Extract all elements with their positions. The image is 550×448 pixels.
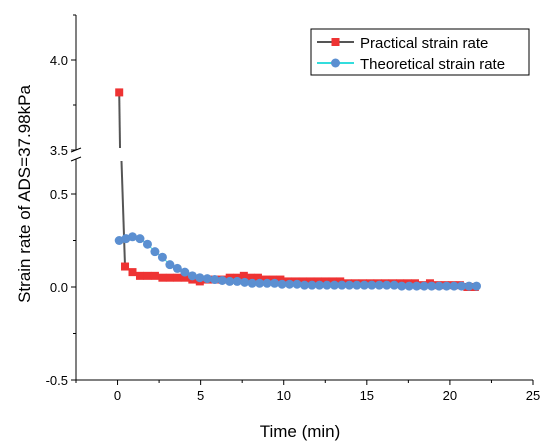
- data-point-theoretical: [285, 279, 295, 289]
- data-point-theoretical: [382, 280, 392, 290]
- data-point-theoretical: [202, 274, 212, 284]
- data-point-practical: [128, 268, 137, 277]
- data-point-theoretical: [374, 280, 384, 290]
- x-tick-label: 10: [276, 388, 290, 403]
- data-point-theoretical: [352, 280, 362, 290]
- y-tick-label: 0.0: [50, 280, 68, 295]
- data-point-theoretical: [240, 277, 250, 287]
- data-point-practical: [253, 273, 262, 282]
- x-tick-label: 0: [114, 388, 121, 403]
- data-point-theoretical: [232, 276, 242, 286]
- legend-label-theoretical: Theoretical strain rate: [360, 56, 505, 73]
- data-point-theoretical: [322, 280, 332, 290]
- data-point-practical: [173, 273, 182, 282]
- data-point-theoretical: [225, 276, 235, 286]
- data-point-theoretical: [150, 247, 160, 257]
- data-point-theoretical: [262, 278, 272, 288]
- data-point-theoretical: [142, 239, 152, 249]
- legend-marker-theoretical: [331, 58, 340, 68]
- data-point-practical: [180, 273, 189, 282]
- data-point-theoretical: [165, 260, 175, 270]
- data-point-theoretical: [344, 280, 354, 290]
- tick-labels: 0 5 10 15 20 25 -0.5 0.0 0.5 3.5 4.0: [46, 53, 541, 403]
- series-layer: [114, 88, 481, 291]
- x-tick-label: 15: [360, 388, 374, 403]
- data-point-theoretical: [172, 263, 182, 273]
- series-theoretical: [114, 232, 481, 291]
- series-line-segment: [118, 92, 122, 149]
- data-point-theoretical: [255, 278, 265, 288]
- y-axis-label: Strain rate of ADS=37.98kPa: [15, 85, 34, 303]
- data-point-theoretical: [247, 278, 257, 288]
- data-point-theoretical: [270, 278, 280, 288]
- axes: [70, 15, 533, 381]
- data-point-theoretical: [128, 232, 138, 242]
- data-point-theoretical: [329, 280, 339, 290]
- data-point-theoretical: [210, 275, 220, 285]
- data-point-theoretical: [389, 280, 399, 290]
- data-point-practical: [239, 271, 248, 280]
- x-axis-label: Time (min): [260, 422, 341, 441]
- legend-box: [310, 28, 530, 76]
- data-point-theoretical: [442, 281, 452, 291]
- data-point-theoretical: [359, 280, 369, 290]
- data-point-practical: [246, 273, 255, 282]
- data-point-theoretical: [412, 281, 422, 291]
- data-point-theoretical: [434, 281, 444, 291]
- y-tick-label: 4.0: [50, 53, 68, 68]
- data-point-theoretical: [449, 281, 459, 291]
- data-point-theoretical: [187, 271, 197, 281]
- data-point-practical: [276, 275, 285, 284]
- data-point-theoretical: [180, 267, 190, 277]
- data-point-practical: [143, 271, 152, 280]
- data-point-theoretical: [314, 280, 324, 290]
- data-point-theoretical: [135, 234, 145, 244]
- data-point-theoretical: [404, 281, 414, 291]
- data-point-theoretical: [277, 279, 287, 289]
- data-point-theoretical: [292, 279, 302, 289]
- x-tick-label: 5: [197, 388, 204, 403]
- data-point-theoretical: [337, 280, 347, 290]
- data-point-theoretical: [307, 280, 317, 290]
- tick-marks: [71, 14, 534, 385]
- data-point-theoretical: [427, 281, 437, 291]
- data-point-practical: [158, 273, 167, 282]
- data-point-practical: [165, 273, 174, 282]
- x-tick-label: 25: [526, 388, 540, 403]
- data-point-theoretical: [471, 281, 481, 291]
- legend-label-practical: Practical strain rate: [360, 35, 488, 52]
- legend-marker-practical: [331, 38, 340, 46]
- data-point-theoretical: [464, 281, 474, 291]
- y-tick-label: -0.5: [46, 373, 68, 388]
- data-point-theoretical: [457, 281, 467, 291]
- data-point-practical: [121, 262, 130, 271]
- x-tick-label: 20: [443, 388, 457, 403]
- data-point-theoretical: [217, 275, 227, 285]
- data-point-theoretical: [367, 280, 377, 290]
- data-point-theoretical: [195, 273, 205, 283]
- data-point-practical: [135, 271, 144, 280]
- legend: Practical strain rate Theoretical strain…: [310, 28, 530, 76]
- axis-break-mark: [70, 156, 82, 162]
- data-point-theoretical: [397, 281, 407, 291]
- series-line-segment: [120, 160, 127, 267]
- data-point-theoretical: [157, 252, 167, 262]
- data-point-theoretical: [419, 281, 429, 291]
- data-point-theoretical: [300, 280, 309, 290]
- y-tick-label: 0.5: [50, 187, 68, 202]
- y-tick-label: 3.5: [50, 143, 68, 158]
- data-point-practical: [115, 88, 124, 97]
- data-point-practical: [150, 271, 159, 280]
